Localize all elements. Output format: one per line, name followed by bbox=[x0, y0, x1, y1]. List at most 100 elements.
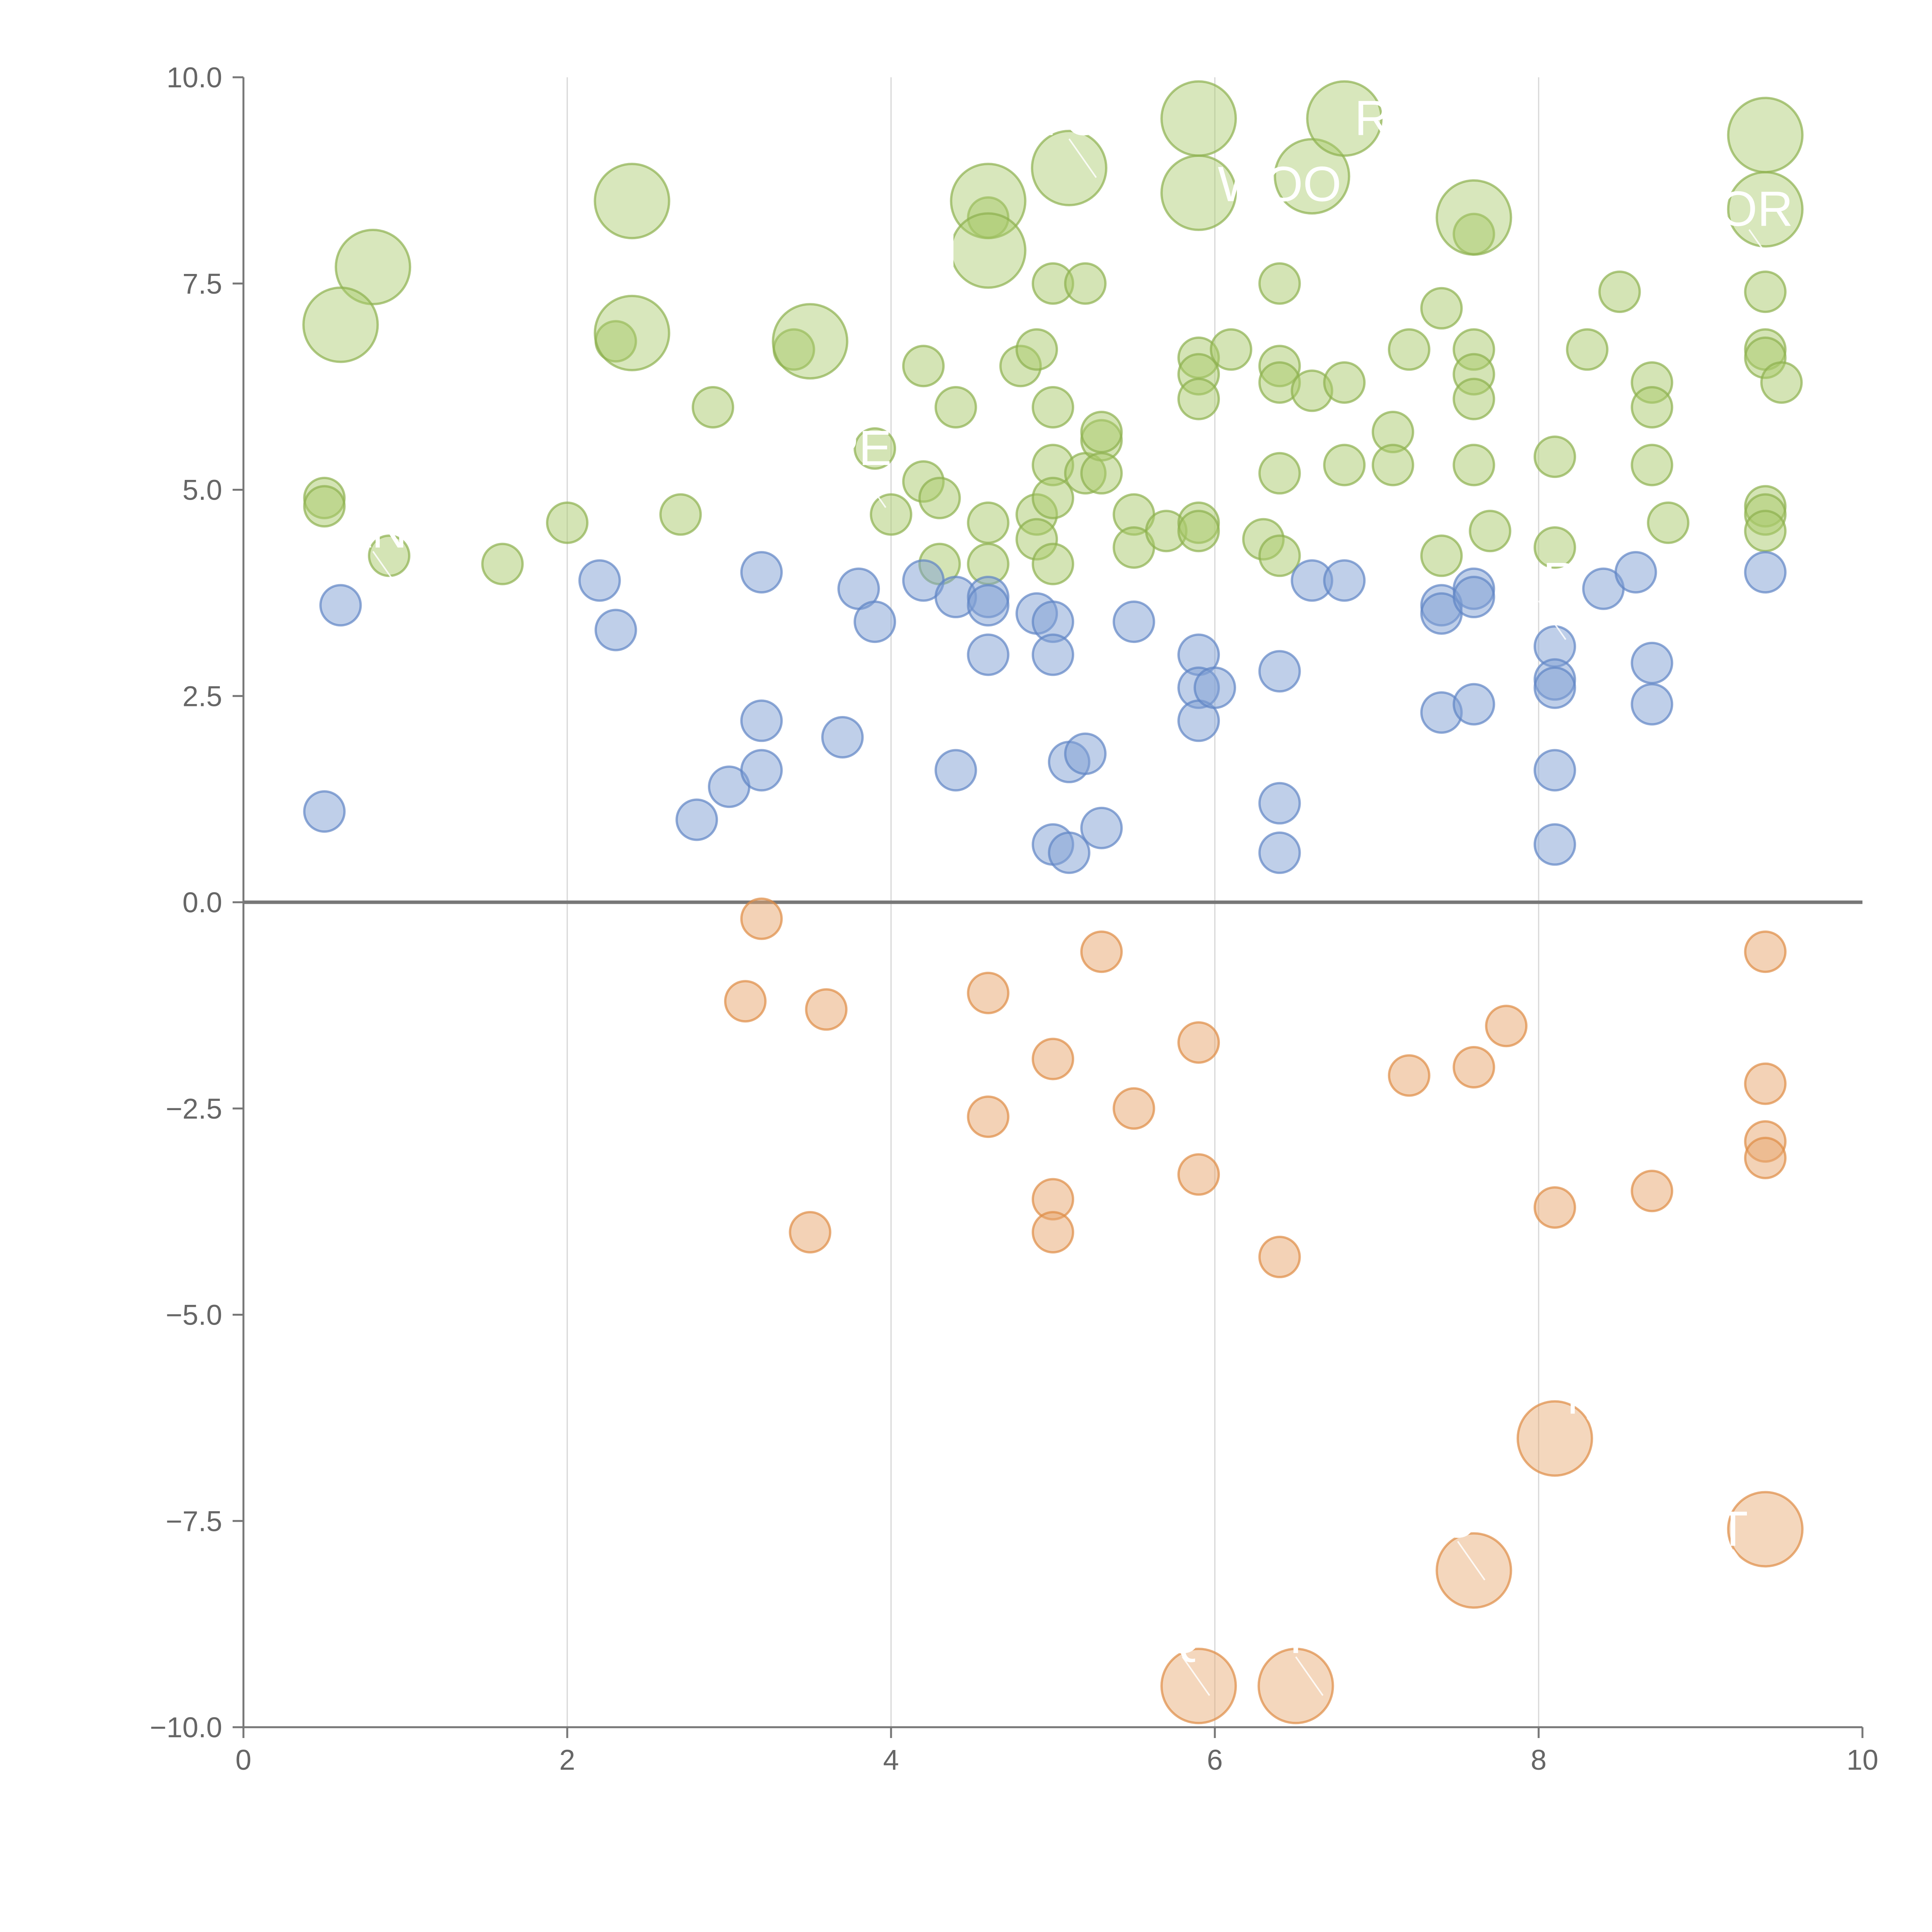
data-point-orange bbox=[1112, 1087, 1155, 1130]
data-point-blue bbox=[1112, 600, 1155, 643]
annotation-leader bbox=[1538, 600, 1566, 640]
data-point-blue bbox=[594, 609, 637, 651]
annotation-leader bbox=[858, 468, 886, 508]
data-point-blue bbox=[1323, 559, 1366, 602]
data-point-orange bbox=[724, 980, 767, 1023]
data-point-blue bbox=[934, 749, 977, 792]
data-point-orange bbox=[1452, 1046, 1495, 1088]
data-point-orange bbox=[1485, 1005, 1528, 1048]
data-point-green bbox=[1631, 386, 1673, 429]
data-point-green bbox=[692, 386, 735, 429]
data-point-green bbox=[1032, 543, 1074, 585]
data-point-green bbox=[1080, 411, 1123, 454]
data-point-blue bbox=[1258, 831, 1301, 874]
data-point-green-large bbox=[1727, 171, 1804, 248]
data-point-green bbox=[1388, 328, 1430, 371]
data-point-orange bbox=[789, 1211, 832, 1253]
data-point-orange bbox=[1032, 1211, 1074, 1253]
data-point-orange bbox=[740, 897, 783, 940]
data-point-orange bbox=[1258, 1236, 1301, 1279]
data-point-green-large bbox=[1727, 97, 1804, 173]
data-point-green bbox=[1631, 444, 1673, 486]
data-point-green bbox=[1744, 510, 1787, 553]
data-point-orange bbox=[1032, 1037, 1074, 1080]
data-point-green bbox=[659, 493, 702, 536]
data-point-blue bbox=[1064, 732, 1107, 775]
marks bbox=[302, 80, 1804, 1725]
annotation-label: T bbox=[1718, 1501, 1748, 1556]
data-point-green bbox=[1064, 262, 1107, 305]
data-point-orange-large bbox=[1435, 1532, 1512, 1609]
data-point-blue bbox=[1631, 683, 1673, 726]
data-point-orange bbox=[1631, 1170, 1673, 1213]
y-tick-label: 0.0 bbox=[182, 886, 222, 918]
data-point-blue bbox=[1614, 551, 1657, 594]
data-point-blue bbox=[1048, 831, 1090, 874]
annotation-label: H bbox=[922, 223, 957, 278]
data-point-green bbox=[481, 543, 524, 585]
data-point-blue bbox=[1533, 749, 1576, 792]
data-point-green bbox=[1744, 270, 1787, 313]
data-point-green-large bbox=[1031, 129, 1107, 206]
data-point-green-large bbox=[302, 286, 379, 363]
data-point-orange bbox=[1388, 1054, 1430, 1097]
data-point-green bbox=[546, 501, 588, 544]
annotation-label: O bbox=[1439, 1493, 1477, 1548]
data-point-green bbox=[1209, 328, 1252, 371]
annotation-leader bbox=[1732, 1549, 1761, 1589]
data-point-green bbox=[1258, 534, 1301, 577]
data-point-green-large bbox=[1435, 179, 1512, 256]
x-tick-label: 10 bbox=[1847, 1744, 1878, 1776]
data-point-blue bbox=[1258, 782, 1301, 825]
annotation-label: WOO bbox=[1218, 156, 1342, 212]
data-point-green bbox=[1452, 378, 1495, 420]
x-tick-label: 6 bbox=[1207, 1744, 1223, 1776]
data-point-green-large bbox=[772, 303, 849, 380]
data-point-green-large bbox=[1160, 154, 1237, 231]
x-tick-label: 0 bbox=[235, 1744, 251, 1776]
y-tick-label: 7.5 bbox=[182, 268, 222, 300]
data-point-green bbox=[934, 386, 977, 429]
data-point-green bbox=[1420, 287, 1463, 330]
data-point-green bbox=[870, 493, 912, 536]
data-point-blue bbox=[578, 559, 621, 602]
annotation-leader bbox=[1182, 1656, 1210, 1696]
data-point-orange bbox=[967, 1095, 1010, 1138]
annotation-label: RM bbox=[1354, 90, 1431, 146]
data-point-orange bbox=[1744, 1136, 1787, 1179]
annotation-leader bbox=[1279, 204, 1308, 244]
data-point-blue bbox=[1258, 650, 1301, 693]
annotation-label: A R bbox=[1499, 553, 1578, 608]
data-point-orange bbox=[1533, 1186, 1576, 1229]
annotation-leader bbox=[1068, 138, 1097, 178]
data-point-orange-large bbox=[1516, 1400, 1593, 1477]
data-point-blue bbox=[967, 633, 1010, 676]
data-point-green-large bbox=[1306, 80, 1383, 157]
data-point-blue bbox=[1032, 633, 1074, 676]
data-point-green bbox=[1080, 452, 1123, 495]
data-point-green bbox=[1420, 534, 1463, 577]
data-point-green bbox=[1323, 361, 1366, 404]
annotation-label: IOR bbox=[1705, 181, 1793, 236]
y-tick-label: −2.5 bbox=[166, 1093, 222, 1125]
data-point-orange bbox=[1744, 930, 1787, 973]
data-point-blue bbox=[1533, 823, 1576, 866]
data-point-blue bbox=[967, 584, 1010, 627]
data-point-green bbox=[902, 345, 945, 388]
data-point-green-large bbox=[594, 163, 670, 240]
data-point-orange-large bbox=[1257, 1648, 1334, 1725]
data-point-green-large bbox=[950, 212, 1027, 289]
data-point-blue bbox=[821, 716, 864, 759]
x-tick-label: 2 bbox=[559, 1744, 575, 1776]
data-point-green bbox=[918, 476, 961, 519]
data-point-green-large bbox=[1160, 80, 1237, 157]
annotation-label: TO bbox=[1035, 90, 1103, 146]
data-point-blue bbox=[1744, 551, 1787, 594]
data-point-green-large bbox=[1274, 138, 1350, 215]
data-point-blue bbox=[740, 749, 783, 792]
data-point-green bbox=[1371, 444, 1414, 486]
y-tick-label: −10.0 bbox=[150, 1711, 222, 1743]
data-point-green-large bbox=[594, 294, 670, 371]
x-tick-label: 8 bbox=[1531, 1744, 1546, 1776]
